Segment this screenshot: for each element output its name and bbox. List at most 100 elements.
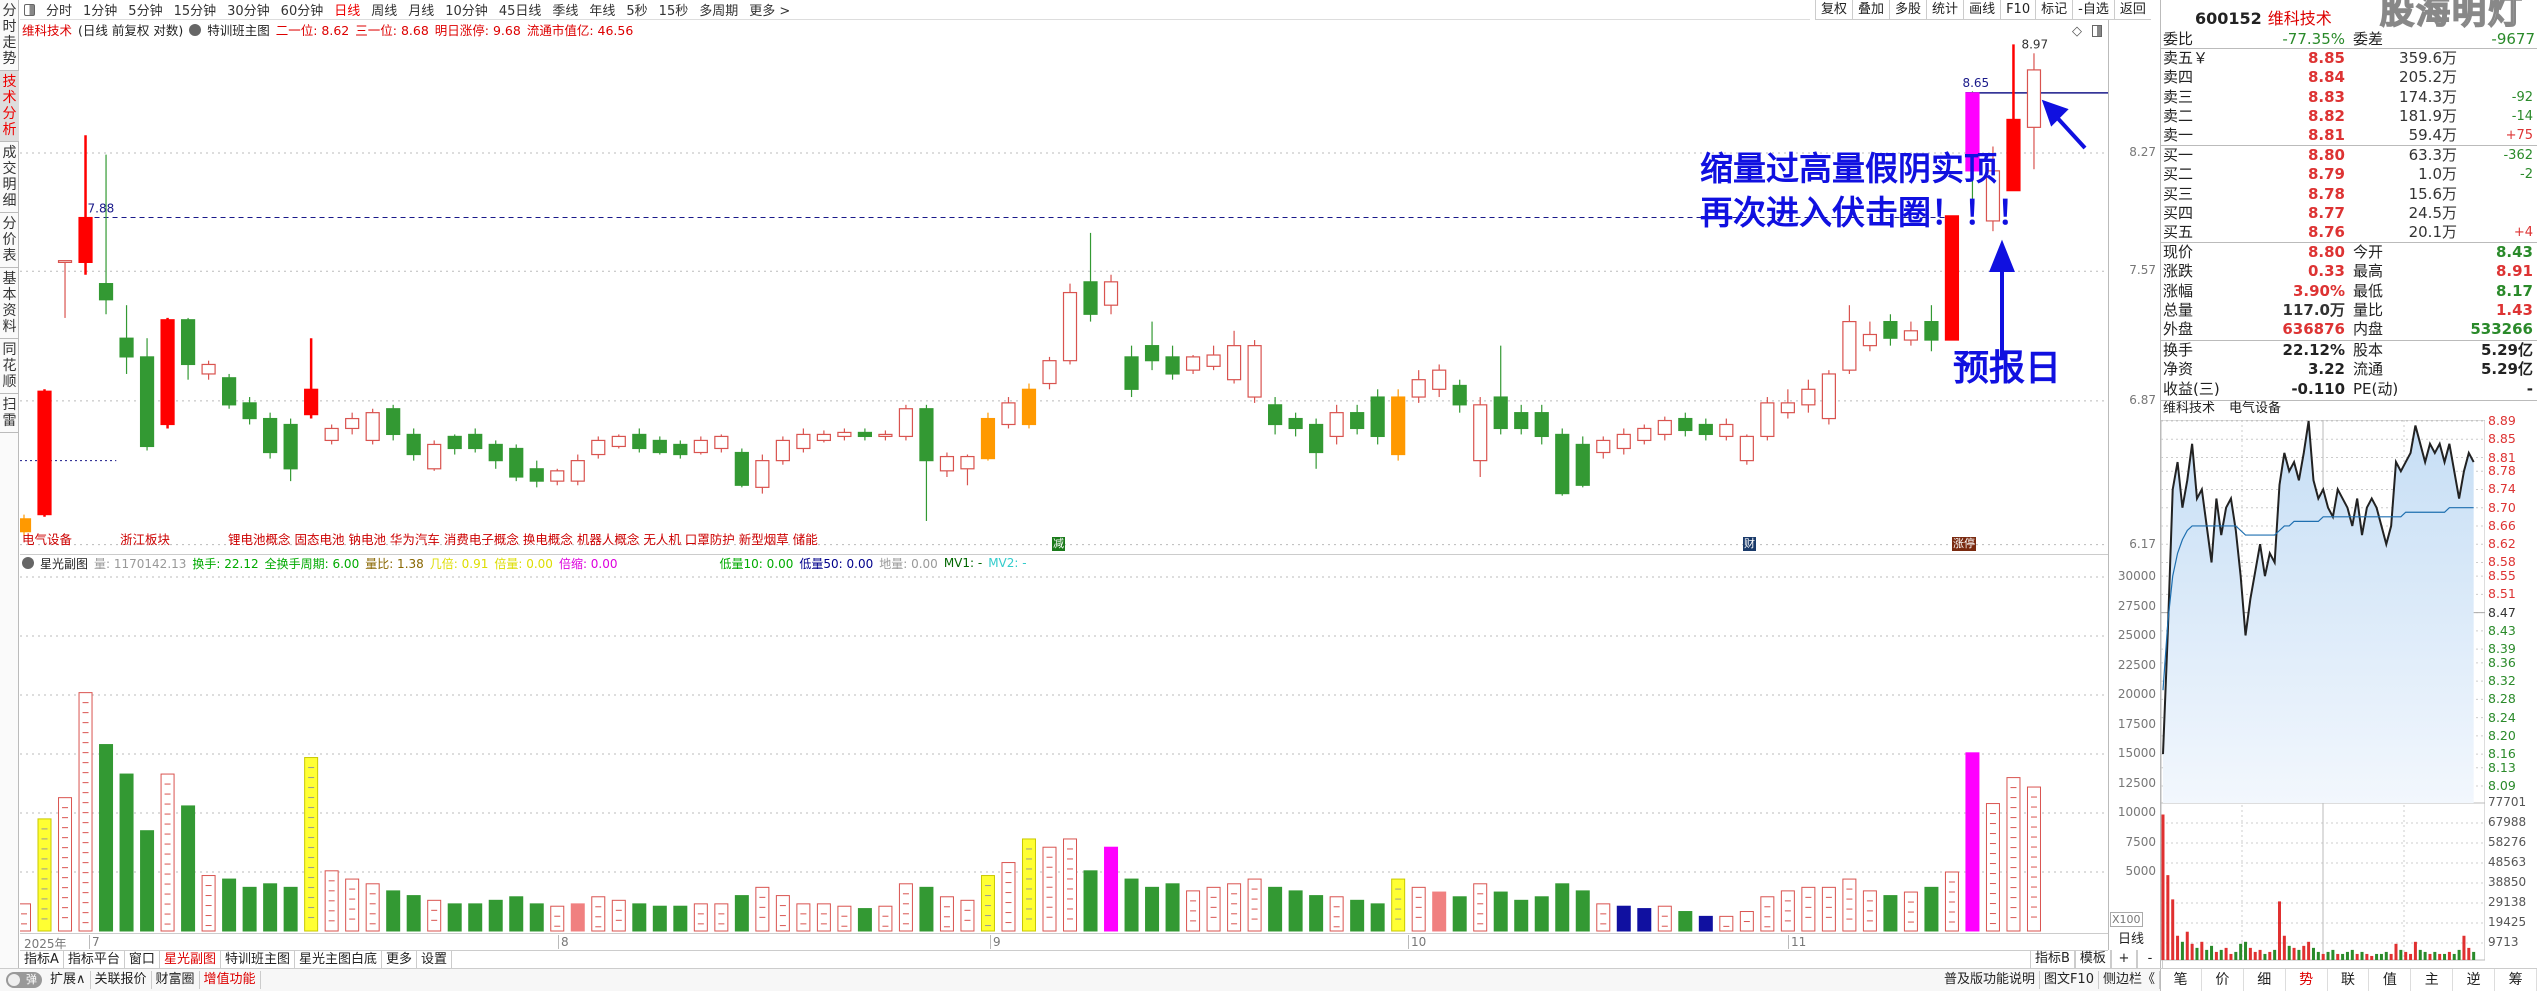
indicator-tab[interactable]: 星光副图 bbox=[160, 951, 221, 968]
candle[interactable] bbox=[1555, 428, 1570, 496]
volume-bar[interactable] bbox=[714, 903, 729, 932]
candle[interactable] bbox=[1226, 330, 1242, 384]
quote-tab[interactable]: 筹 bbox=[2495, 969, 2537, 991]
candle[interactable] bbox=[2026, 53, 2042, 170]
period-tab[interactable]: 5秒 bbox=[626, 4, 648, 19]
volume-bar[interactable] bbox=[1760, 896, 1775, 932]
candle[interactable] bbox=[550, 468, 565, 486]
candle[interactable] bbox=[1473, 397, 1488, 478]
volume-bar[interactable] bbox=[632, 903, 647, 932]
candle[interactable] bbox=[1021, 383, 1037, 429]
volume-bar[interactable] bbox=[1391, 878, 1406, 932]
period-tab[interactable]: 30分钟 bbox=[227, 4, 270, 19]
volume-bar[interactable] bbox=[1985, 803, 2000, 932]
candle[interactable] bbox=[2006, 44, 2021, 192]
bottom-right-link[interactable]: 普及版功能说明 bbox=[1940, 971, 2040, 989]
volume-bar[interactable] bbox=[570, 903, 585, 932]
candle[interactable] bbox=[1657, 416, 1672, 441]
volume-bar[interactable] bbox=[734, 895, 749, 932]
volume-bar[interactable] bbox=[58, 797, 73, 932]
candle[interactable] bbox=[1493, 345, 1508, 435]
volume-bar[interactable] bbox=[20, 903, 31, 932]
candle[interactable] bbox=[796, 428, 811, 453]
indicator-tab[interactable]: 特训班主图 bbox=[221, 951, 295, 968]
indicator-tab[interactable]: 窗口 bbox=[125, 951, 160, 968]
candle[interactable] bbox=[468, 428, 483, 453]
vertical-tab[interactable]: 分时走势 bbox=[0, 0, 19, 71]
candle[interactable] bbox=[1411, 370, 1426, 403]
candle[interactable] bbox=[857, 428, 873, 441]
candle[interactable] bbox=[139, 338, 155, 451]
period-tab[interactable]: 月线 bbox=[408, 4, 435, 19]
candle[interactable] bbox=[1206, 345, 1221, 371]
bottom-right-link[interactable]: 侧边栏《 bbox=[2099, 971, 2160, 989]
volume-bar[interactable] bbox=[1042, 846, 1057, 932]
candle[interactable] bbox=[427, 440, 442, 471]
candle[interactable] bbox=[960, 454, 975, 486]
volume-bar[interactable] bbox=[406, 895, 421, 932]
tool-button[interactable]: 复权 bbox=[1815, 0, 1852, 19]
vertical-tab[interactable]: 技术分析 bbox=[0, 71, 19, 142]
dropdown-icon[interactable] bbox=[22, 557, 34, 569]
vertical-tab[interactable]: 成交明细 bbox=[0, 142, 19, 213]
sector-tag[interactable]: 锂电池概念 固态电池 钠电池 华为汽车 消费电子概念 换电概念 机器人概念 无人… bbox=[228, 532, 818, 547]
candle[interactable] bbox=[57, 260, 73, 318]
bottom-right-link[interactable]: 图文F10 bbox=[2040, 971, 2099, 989]
period-tab[interactable]: 15分钟 bbox=[173, 4, 217, 19]
candle[interactable] bbox=[1616, 428, 1631, 455]
volume-bar[interactable] bbox=[980, 875, 995, 932]
subchart-name[interactable]: 星光副图 bbox=[40, 556, 89, 571]
vertical-tab[interactable]: 分价表 bbox=[0, 213, 19, 268]
volume-bar[interactable] bbox=[1514, 899, 1529, 932]
volume-bar[interactable] bbox=[1165, 883, 1180, 932]
candle[interactable] bbox=[1042, 356, 1057, 390]
tool-button[interactable]: 返回 bbox=[2113, 0, 2151, 19]
period-tab[interactable]: 更多 > bbox=[749, 4, 791, 19]
candle[interactable] bbox=[1247, 340, 1262, 403]
tool-button[interactable]: 叠加 bbox=[1852, 0, 1889, 19]
candle[interactable] bbox=[1001, 397, 1016, 429]
volume-bar[interactable] bbox=[939, 896, 954, 932]
candle[interactable] bbox=[386, 404, 401, 441]
indicator-tab[interactable]: 星光主图白底 bbox=[295, 951, 382, 968]
volume-bar[interactable] bbox=[1083, 870, 1098, 932]
candle[interactable] bbox=[611, 434, 626, 449]
volume-bar[interactable] bbox=[468, 903, 483, 932]
tool-button[interactable]: 标记 bbox=[2035, 0, 2072, 19]
tool-button[interactable]: 多股 bbox=[1889, 0, 1926, 19]
bottom-link[interactable]: 关联报价 bbox=[91, 971, 152, 989]
period-tab[interactable]: 45日线 bbox=[498, 4, 542, 19]
period-tab[interactable]: 周线 bbox=[371, 4, 398, 19]
volume-bar[interactable] bbox=[1698, 915, 1713, 932]
candle[interactable] bbox=[1329, 404, 1344, 445]
volume-bar[interactable] bbox=[1821, 886, 1836, 932]
volume-bar[interactable] bbox=[652, 905, 667, 932]
candle[interactable] bbox=[1124, 345, 1139, 398]
period-tab[interactable]: 5分钟 bbox=[128, 4, 163, 19]
candle[interactable] bbox=[673, 440, 688, 459]
volume-bar[interactable] bbox=[1616, 905, 1631, 932]
volume-bar[interactable] bbox=[1903, 891, 1918, 932]
volume-bar[interactable] bbox=[1555, 883, 1570, 932]
tool-button[interactable]: 统计 bbox=[1926, 0, 1963, 19]
candle[interactable] bbox=[1965, 91, 1980, 211]
event-tag[interactable]: 财 bbox=[1743, 537, 1756, 551]
candle[interactable] bbox=[1596, 436, 1611, 459]
candle[interactable] bbox=[1432, 364, 1447, 398]
candle[interactable] bbox=[816, 430, 831, 443]
candle[interactable] bbox=[509, 444, 524, 482]
candle[interactable] bbox=[734, 448, 749, 488]
vertical-tab[interactable]: 同花顺 bbox=[0, 339, 19, 394]
candle[interactable] bbox=[222, 373, 237, 409]
volume-bar[interactable] bbox=[2026, 786, 2041, 932]
candle[interactable] bbox=[1903, 321, 1919, 346]
volume-bar[interactable] bbox=[960, 899, 975, 932]
candle[interactable] bbox=[1144, 321, 1160, 371]
diamond-icon[interactable]: ◇ bbox=[2072, 24, 2082, 39]
volume-bar[interactable] bbox=[1842, 878, 1857, 932]
volume-bar[interactable] bbox=[2006, 777, 2021, 932]
volume-bar[interactable] bbox=[1145, 886, 1160, 932]
quote-tab[interactable]: 笔 bbox=[2160, 969, 2202, 991]
volume-bar[interactable] bbox=[365, 883, 380, 932]
candle[interactable] bbox=[1062, 283, 1078, 365]
